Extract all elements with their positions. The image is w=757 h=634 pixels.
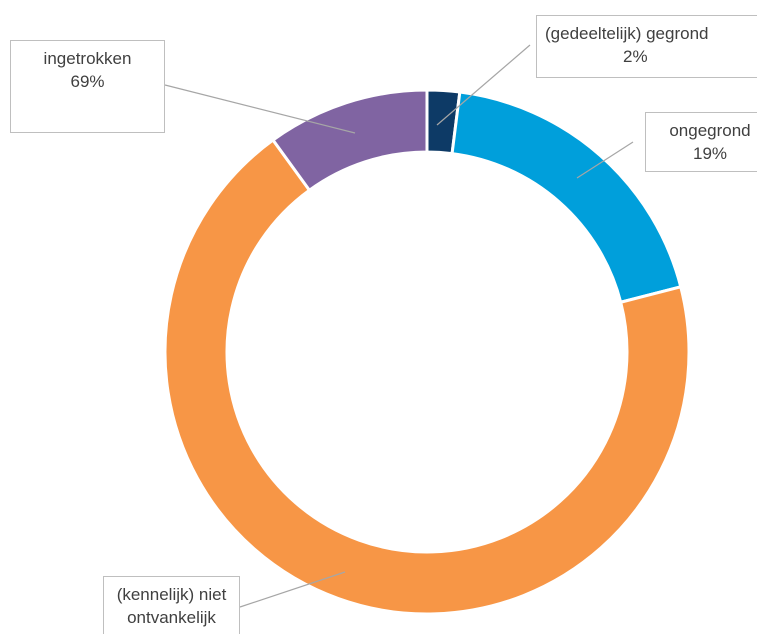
value-label: 2%	[623, 47, 648, 66]
leader-line	[576, 141, 634, 179]
data-label: (kennelijk) niet ontvankelijk 10%	[103, 576, 240, 634]
category-label: ingetrokken	[43, 49, 132, 68]
value-label: 19%	[692, 144, 728, 163]
leader-line	[164, 84, 356, 134]
value-label: 69%	[70, 72, 105, 91]
donut-segment	[163, 137, 691, 616]
data-label: ongegrond 19%	[645, 112, 757, 172]
data-label: ingetrokken 69%	[10, 40, 165, 133]
category-label: (gedeeltelijk) gegrond	[545, 24, 709, 43]
data-label: (gedeeltelijk) gegrond 2%	[536, 15, 757, 78]
leader-line	[436, 44, 531, 126]
category-label: (kennelijk) niet ontvankelijk	[116, 585, 227, 627]
leader-line	[239, 571, 346, 608]
donut-segment	[270, 88, 429, 193]
category-label: ongegrond	[669, 121, 751, 140]
value-label: 10%	[112, 629, 231, 634]
